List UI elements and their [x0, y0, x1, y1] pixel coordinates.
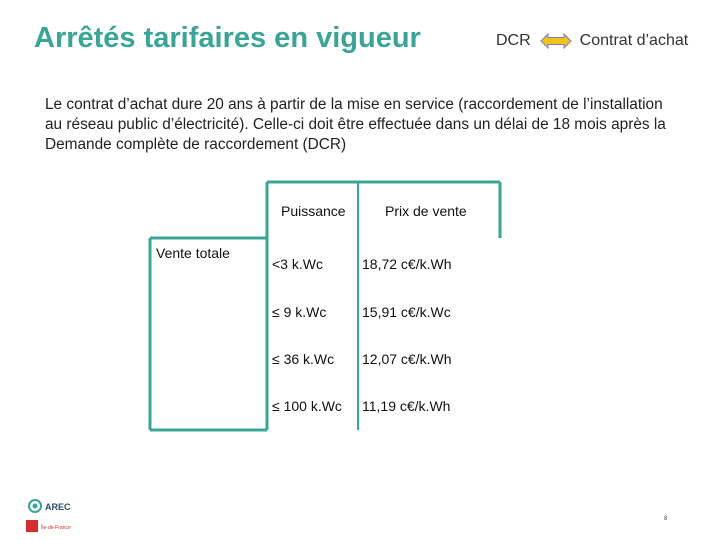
flow-from-label: DCR [496, 32, 531, 49]
table-row-label: Vente totale [156, 245, 230, 261]
table-cell-price: 15,91 c€/k.Wc [362, 304, 451, 320]
table-cell-price: 11,19 c€/k.Wh [362, 398, 451, 414]
region-logo: Île-de-France [26, 519, 86, 533]
flow-to-label: Contrat d’achat [579, 32, 689, 49]
table-cell-power: ≤ 36 k.Wc [272, 351, 335, 367]
intro-text: Le contrat d’achat dure 20 ans à partir … [45, 95, 675, 155]
table-header-power: Puissance [281, 203, 346, 219]
intro-paragraph: Le contrat d’achat dure 20 ans à partir … [45, 96, 666, 153]
region-logo-text: Île-de-France [40, 524, 71, 531]
table-cell-power: ≤ 9 k.Wc [272, 304, 327, 320]
table-cell-power: <3 k.Wc [272, 256, 323, 272]
slide-title: Arrêtés tarifaires en vigueur [34, 22, 421, 54]
table-header-price: Prix de vente [385, 203, 467, 219]
table-cell-price: 18,72 c€/k.Wh [362, 256, 452, 272]
dcr-to-contract-flow: DCR Contrat d’achat [496, 30, 688, 52]
table-cell-price: 12,07 c€/k.Wh [362, 351, 452, 367]
double-arrow-icon [539, 33, 572, 49]
arec-logo: AREC [26, 497, 86, 517]
arec-logo-text: AREC [45, 502, 71, 512]
page-number: 8 [664, 516, 668, 522]
table-cell-power: ≤ 100 k.Wc [272, 398, 342, 414]
